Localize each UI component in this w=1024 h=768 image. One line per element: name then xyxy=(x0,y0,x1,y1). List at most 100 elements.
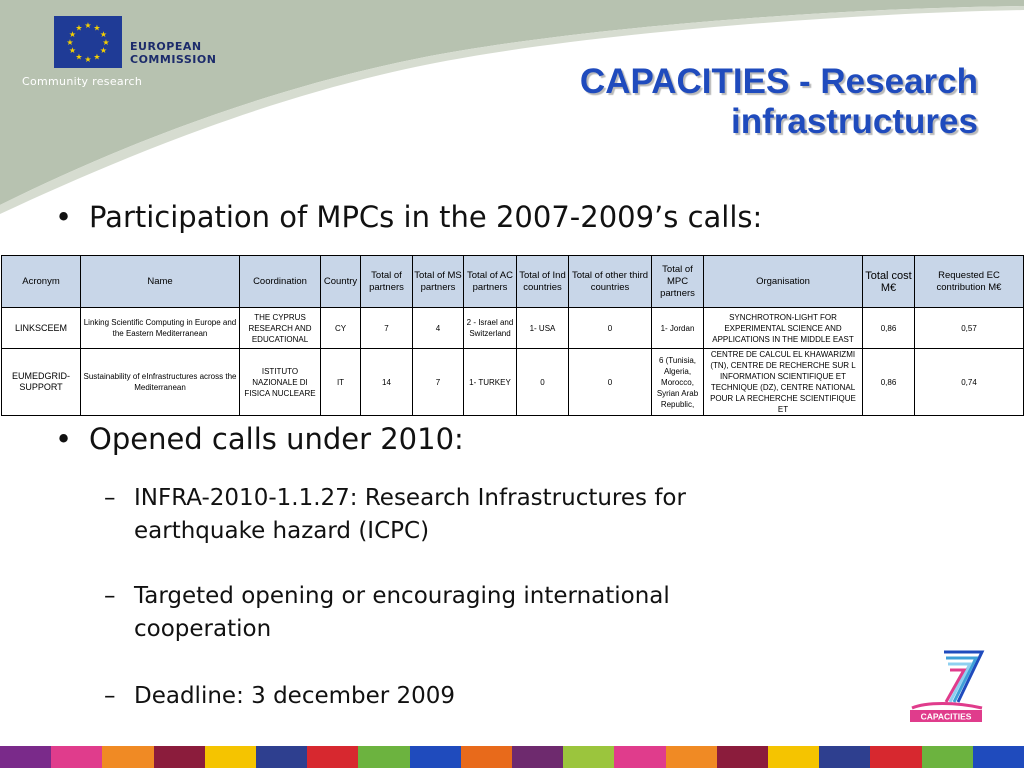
cell-organisation: CENTRE DE CALCUL EL KHAWARIZMI (TN), CEN… xyxy=(703,348,863,416)
bottom-bar-segment xyxy=(972,746,1024,768)
sub-item-infra: – INFRA-2010-1.1.27: Research Infrastruct… xyxy=(104,482,686,548)
cell-ind-countries: 1- USA xyxy=(516,307,569,349)
cell-mpc-partners: 6 (Tunisia, Algeria, Morocco, Syrian Ara… xyxy=(651,348,704,416)
cell-total-cost: 0,86 xyxy=(862,307,915,349)
svg-text:★: ★ xyxy=(66,38,73,47)
col-header-coordination: Coordination xyxy=(239,255,321,308)
cell-ac-partners: 2 - Israel and Switzerland xyxy=(463,307,517,349)
cell-name: Sustainability of eInfrastructures acros… xyxy=(80,348,240,416)
cell-ec-contribution: 0,74 xyxy=(914,348,1024,416)
svg-text:★: ★ xyxy=(69,46,76,55)
sub-item-deadline-line1: Deadline: 3 december 2009 xyxy=(134,683,456,709)
participation-table-wrap: Acronym Name Coordination Country Total … xyxy=(1,255,1024,416)
sub-item-targeted-line1: Targeted opening or encouraging internat… xyxy=(134,583,670,609)
table-row: EUMEDGRID-SUPPORT Sustainability of eInf… xyxy=(1,348,1024,416)
bottom-bar-segment xyxy=(153,746,205,768)
col-header-country: Country xyxy=(320,255,361,308)
cell-mpc-partners: 1- Jordan xyxy=(651,307,704,349)
capacities-logo-text: CAPACITIES xyxy=(921,712,972,722)
sub-item-targeted: – Targeted opening or encouraging interna… xyxy=(104,580,670,646)
dash-icon: – xyxy=(104,683,116,709)
cell-coordination: THE CYPRUS RESEARCH AND EDUCATIONAL xyxy=(239,307,321,349)
col-header-other-third: Total of other third countries xyxy=(568,255,652,308)
participation-table: Acronym Name Coordination Country Total … xyxy=(1,255,1024,416)
bottom-bar-segment xyxy=(358,746,410,768)
bullet-dot-icon: • xyxy=(55,422,73,456)
bottom-bar-segment xyxy=(614,746,666,768)
cell-country: IT xyxy=(320,348,361,416)
bottom-bar-segment xyxy=(512,746,564,768)
bottom-bar-segment xyxy=(921,746,973,768)
svg-text:★: ★ xyxy=(84,55,91,64)
col-header-name: Name xyxy=(80,255,240,308)
svg-text:★: ★ xyxy=(75,53,82,62)
svg-text:★: ★ xyxy=(93,24,100,33)
bottom-bar-segment xyxy=(204,746,257,768)
cell-acronym: EUMEDGRID-SUPPORT xyxy=(1,348,81,416)
community-research-label: Community research xyxy=(22,75,143,88)
sub-item-deadline: – Deadline: 3 december 2009 xyxy=(104,680,455,713)
col-header-acronym: Acronym xyxy=(1,255,81,308)
title-line1: CAPACITIES - Research xyxy=(579,62,978,101)
table-row: LINKSCEEM Linking Scientific Computing i… xyxy=(1,307,1024,349)
bottom-bar-segment xyxy=(563,746,615,768)
eu-flag-icon: ★ ★ ★ ★ ★ ★ ★ ★ ★ ★ ★ ★ xyxy=(54,16,122,68)
col-header-ac-partners: Total of AC partners xyxy=(463,255,517,308)
bottom-bar-segment xyxy=(460,746,513,768)
col-header-organisation: Organisation xyxy=(703,255,863,308)
ec-line2: COMMISSION xyxy=(130,53,217,66)
header-swoosh xyxy=(0,0,1024,214)
cell-other-third: 0 xyxy=(568,348,652,416)
bullet-participation: • Participation of MPCs in the 2007-2009’… xyxy=(55,200,762,234)
col-header-total-cost: Total cost M€ xyxy=(862,255,915,308)
dash-icon: – xyxy=(104,485,116,511)
col-header-ms-partners: Total of MS partners xyxy=(412,255,464,308)
cell-other-third: 0 xyxy=(568,307,652,349)
bottom-bar-segment xyxy=(665,746,717,768)
bottom-bar-segment xyxy=(0,746,52,768)
col-header-ec-contribution: Requested EC contribution M€ xyxy=(914,255,1024,308)
cell-country: CY xyxy=(320,307,361,349)
cell-total-cost: 0,86 xyxy=(862,348,915,416)
sub-item-infra-line2: earthquake hazard (ICPC) xyxy=(134,518,430,544)
sub-item-targeted-line2: cooperation xyxy=(134,616,272,642)
table-header-row: Acronym Name Coordination Country Total … xyxy=(1,255,1024,308)
bottom-color-bar xyxy=(0,746,1024,768)
cell-total-partners: 7 xyxy=(360,307,413,349)
bottom-bar-segment xyxy=(307,746,359,768)
cell-ms-partners: 4 xyxy=(412,307,464,349)
svg-text:★: ★ xyxy=(84,21,91,30)
bottom-bar-segment xyxy=(819,746,871,768)
svg-text:★: ★ xyxy=(102,38,109,47)
bottom-bar-segment xyxy=(256,746,308,768)
svg-text:★: ★ xyxy=(100,30,107,39)
svg-text:★: ★ xyxy=(75,24,82,33)
bottom-bar-segment xyxy=(409,746,461,768)
european-commission-logo: ★ ★ ★ ★ ★ ★ ★ ★ ★ ★ ★ ★ EUROPEAN COMMISSION xyxy=(54,16,216,74)
bottom-bar-segment xyxy=(716,746,769,768)
col-header-ind-countries: Total of Ind countries xyxy=(516,255,569,308)
sub-item-infra-line1: INFRA-2010-1.1.27: Research Infrastructu… xyxy=(134,485,686,511)
svg-text:★: ★ xyxy=(69,30,76,39)
cell-name: Linking Scientific Computing in Europe a… xyxy=(80,307,240,349)
bullet-opened-calls: • Opened calls under 2010: xyxy=(55,422,464,456)
bullet-opened-calls-text: Opened calls under 2010: xyxy=(89,422,464,456)
ec-line1: EUROPEAN xyxy=(130,40,202,53)
col-header-total-partners: Total of partners xyxy=(360,255,413,308)
title-line2: infrastructures xyxy=(730,102,978,141)
col-header-mpc-partners: Total of MPC partners xyxy=(651,255,704,308)
bullet-participation-text: Participation of MPCs in the 2007-2009’s… xyxy=(89,200,763,234)
fp7-capacities-logo: CAPACITIES xyxy=(906,642,986,726)
svg-text:★: ★ xyxy=(100,46,107,55)
cell-total-partners: 14 xyxy=(360,348,413,416)
svg-text:★: ★ xyxy=(93,53,100,62)
cell-organisation: SYNCHROTRON-LIGHT FOR EXPERIMENTAL SCIEN… xyxy=(703,307,863,349)
cell-coordination: ISTITUTO NAZIONALE DI FISICA NUCLEARE xyxy=(239,348,321,416)
cell-ind-countries: 0 xyxy=(516,348,569,416)
cell-acronym: LINKSCEEM xyxy=(1,307,81,349)
bottom-bar-segment xyxy=(870,746,922,768)
page-title: CAPACITIES - Research infrastructures xyxy=(580,62,978,142)
bottom-bar-segment xyxy=(51,746,103,768)
bullet-dot-icon: • xyxy=(55,200,73,234)
cell-ac-partners: 1- TURKEY xyxy=(463,348,517,416)
